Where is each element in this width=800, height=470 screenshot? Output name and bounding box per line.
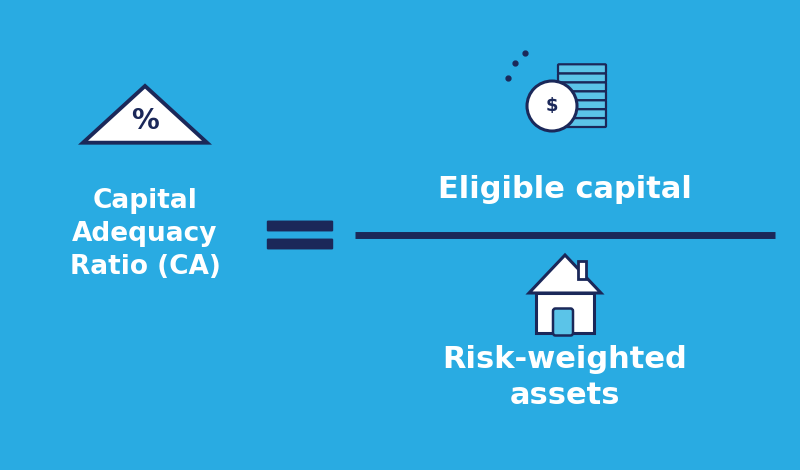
FancyBboxPatch shape	[553, 308, 573, 336]
FancyBboxPatch shape	[558, 82, 606, 91]
FancyBboxPatch shape	[536, 293, 594, 333]
Text: $: $	[546, 97, 558, 115]
FancyBboxPatch shape	[267, 239, 334, 250]
FancyBboxPatch shape	[558, 73, 606, 82]
FancyBboxPatch shape	[578, 260, 586, 279]
Text: %: %	[131, 107, 159, 135]
Polygon shape	[83, 86, 207, 143]
FancyBboxPatch shape	[558, 100, 606, 109]
Polygon shape	[529, 255, 601, 293]
FancyBboxPatch shape	[267, 220, 334, 231]
FancyBboxPatch shape	[558, 91, 606, 100]
FancyBboxPatch shape	[558, 109, 606, 118]
FancyBboxPatch shape	[558, 64, 606, 73]
FancyBboxPatch shape	[558, 118, 606, 127]
Text: Risk-weighted
assets: Risk-weighted assets	[442, 345, 687, 410]
Text: Eligible capital: Eligible capital	[438, 175, 692, 204]
Text: Capital
Adequacy
Ratio (CA): Capital Adequacy Ratio (CA)	[70, 188, 221, 280]
Circle shape	[527, 81, 577, 131]
